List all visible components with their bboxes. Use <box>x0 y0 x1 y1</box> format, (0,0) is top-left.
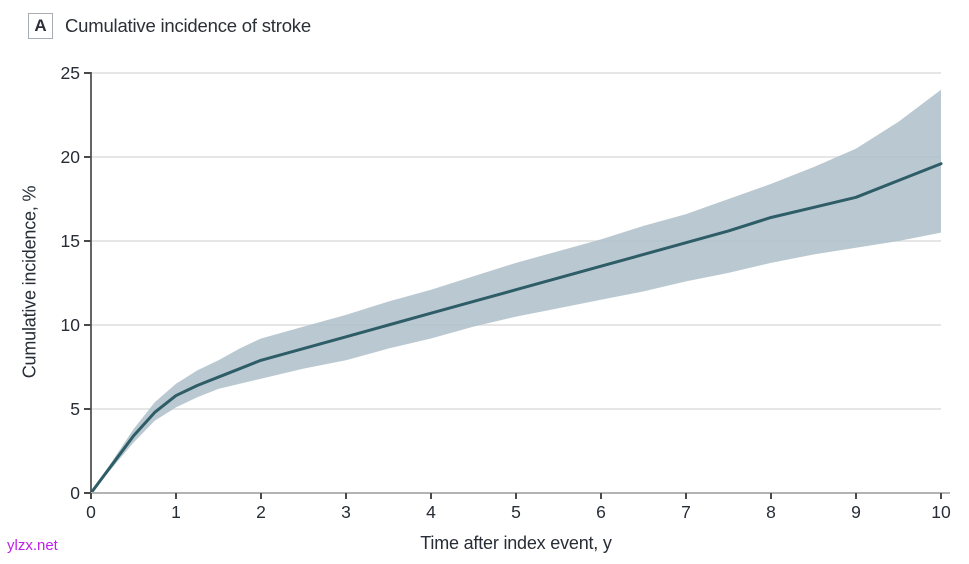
x-tick-label: 4 <box>426 502 436 522</box>
x-tick-label: 1 <box>171 502 181 522</box>
y-tick-label: 20 <box>61 147 81 167</box>
x-tick-label: 3 <box>341 502 351 522</box>
x-tick-label: 5 <box>511 502 521 522</box>
x-tick-label: 9 <box>851 502 861 522</box>
y-tick-label: 15 <box>61 231 80 251</box>
x-tick-label: 0 <box>86 502 96 522</box>
x-tick-label: 7 <box>681 502 691 522</box>
incidence-curve <box>89 162 943 495</box>
y-tick-label: 10 <box>61 315 81 335</box>
panel-label-box: A <box>28 13 53 39</box>
figure-title: Cumulative incidence of stroke <box>65 15 311 36</box>
figure-header: A Cumulative incidence of stroke <box>28 13 311 39</box>
panel-label: A <box>34 16 47 35</box>
watermark-text: ylzx.net <box>7 537 58 554</box>
y-tick-label: 25 <box>61 63 80 83</box>
x-axis-title: Time after index event, y <box>420 533 612 553</box>
x-tick-label: 8 <box>766 502 776 522</box>
y-axis-title: Cumulative incidence, % <box>19 185 40 379</box>
y-tick-label: 5 <box>70 399 80 419</box>
confidence-band <box>91 89 941 494</box>
x-tick-label: 6 <box>596 502 606 522</box>
x-tick-label: 10 <box>931 502 951 522</box>
x-tick-label: 2 <box>256 502 266 522</box>
y-tick-label: 0 <box>70 483 80 503</box>
